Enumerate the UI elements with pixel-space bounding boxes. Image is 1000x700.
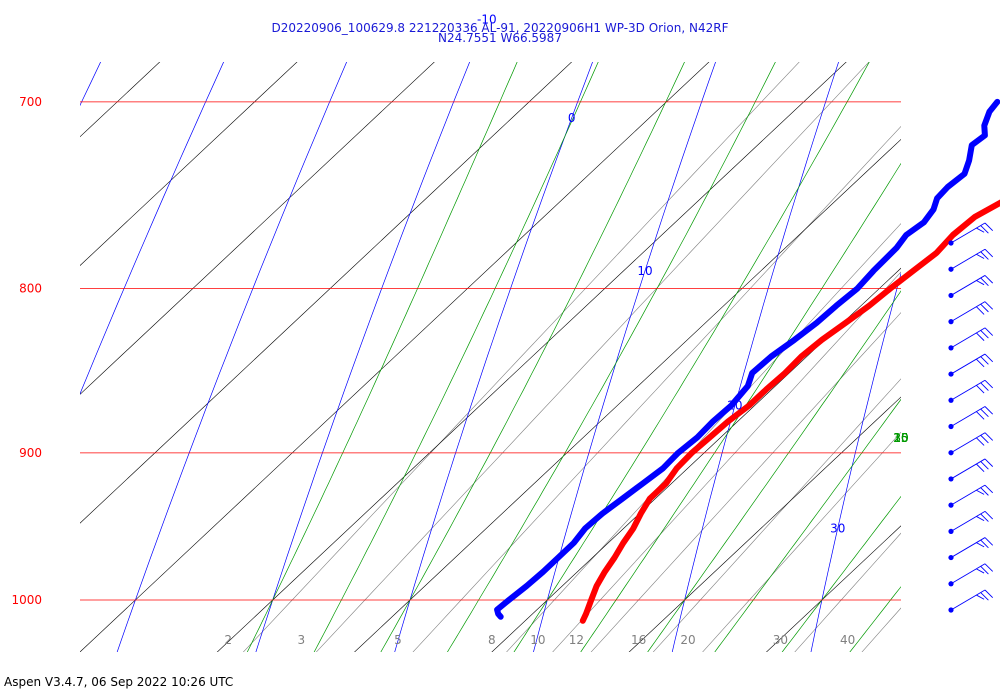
mixing-ratio-2: [242, 62, 800, 652]
moist-adiabat-lines: [246, 0, 1000, 700]
isotherm--10: [216, 62, 847, 652]
moist-adiabat-10: [513, 62, 870, 652]
dry-adiabat-30: [810, 272, 901, 652]
wind-barb-13: [948, 563, 994, 587]
isotherm--50: [80, 62, 298, 266]
mixing-ratio-5: [412, 125, 901, 652]
dry-adiabat--30: [80, 62, 225, 395]
dry-adiabat-0: [394, 62, 593, 652]
isotherm--40: [80, 62, 435, 395]
dry-adiabat-label-20: 20: [727, 399, 742, 413]
chart-location: N24.7551 W66.5987: [438, 31, 562, 45]
mixing-ratio-label-12: 12: [569, 633, 584, 647]
wind-barb-8: [948, 432, 994, 456]
pressure-label-700: 700: [19, 95, 42, 109]
mixing-ratio-8: [506, 223, 901, 652]
isotherm-40: [887, 0, 1000, 668]
mixing-ratio-12: [590, 312, 901, 652]
moist-adiabat--10: [246, 62, 518, 652]
moist-adiabat-label-35: 35: [893, 431, 908, 445]
isotherm-10: [491, 267, 901, 652]
moist-adiabat-5: [447, 62, 776, 652]
chart-labels: 60070080090010001020304050-1001020301015…: [11, 13, 908, 647]
isotherm-30: [766, 525, 901, 652]
moist-adiabat-35: [849, 586, 901, 652]
wind-barb-11: [948, 510, 994, 534]
moist-adiabat-25: [714, 398, 901, 652]
mixing-ratio-20: [702, 431, 901, 652]
isotherm-0: [354, 138, 901, 652]
dry-adiabat-10: [533, 62, 716, 652]
isobar-lines: [80, 101, 901, 601]
isotherm-lines: [80, 0, 1000, 668]
wind-barb-3: [948, 301, 994, 325]
moist-adiabat-15: [580, 162, 901, 652]
mixing-ratio-30: [794, 532, 901, 652]
isotherm--30: [80, 62, 573, 524]
wind-barb-14: [948, 589, 994, 613]
dry-adiabat--10: [255, 62, 471, 652]
pressure-label-800: 800: [19, 281, 42, 295]
wind-barb-column: [948, 222, 994, 613]
wind-barb-12: [948, 537, 994, 561]
isotherm-20: [628, 396, 901, 652]
dry-adiabat-label--10: -10: [477, 13, 497, 27]
mixing-ratio-40: [861, 607, 901, 652]
mixing-ratio-16: [652, 378, 901, 652]
mixing-ratio-label-3: 3: [297, 633, 305, 647]
wind-barb-5: [948, 353, 994, 377]
dry-adiabat-label-0: 0: [568, 111, 576, 125]
isotherm--60: [80, 62, 161, 138]
moist-adiabat-40: [874, 0, 1000, 700]
moist-adiabat-label-10: 10: [893, 431, 908, 445]
mixing-ratio-3: [315, 62, 870, 652]
mixing-ratio-label-2: 2: [224, 633, 232, 647]
mixing-ratio-label-30: 30: [773, 633, 788, 647]
sounding-profiles: [494, 98, 1000, 624]
moist-adiabat-30: [781, 495, 901, 652]
dry-adiabat-label-30: 30: [830, 521, 845, 535]
wind-barb-7: [948, 406, 994, 430]
moist-adiabat--5: [313, 62, 599, 652]
moist-adiabat-20: [647, 290, 901, 652]
mixing-ratio-label-40: 40: [840, 633, 855, 647]
wind-barb-4: [948, 327, 994, 351]
moist-adiabat-label-25: 25: [893, 431, 908, 445]
moist-adiabat-label-30: 30: [893, 431, 908, 445]
dry-adiabat-label-10: 10: [637, 264, 652, 278]
software-version-footer: Aspen V3.4.7, 06 Sep 2022 10:26 UTC: [4, 675, 234, 689]
chart-title: D20220906_100629.8 221220336 AL-91, 2022…: [271, 21, 729, 35]
pressure-label-900: 900: [19, 446, 42, 460]
moist-adiabat-label-20: 20: [893, 431, 908, 445]
isotherm--20: [80, 62, 710, 652]
mixing-ratio-label-16: 16: [631, 633, 646, 647]
pressure-label-1000: 1000: [11, 593, 42, 607]
mixing-ratio-label-20: 20: [680, 633, 695, 647]
temperature-profile: [579, 199, 1000, 624]
mixing-ratio-label-8: 8: [488, 633, 496, 647]
mixing-ratio-10: [552, 271, 901, 652]
dry-adiabat--20: [116, 62, 348, 652]
moist-adiabat-0: [380, 62, 685, 652]
wind-barb-1: [948, 248, 994, 272]
wind-barb-0: [948, 222, 994, 246]
wind-barb-9: [948, 458, 994, 482]
dewpoint-profile: [494, 98, 1000, 620]
mixing-ratio-label-10: 10: [530, 633, 545, 647]
wind-barb-2: [948, 275, 994, 299]
mixing-ratio-lines: [242, 62, 901, 652]
mixing-ratio-label-5: 5: [394, 633, 402, 647]
moist-adiabat-label-15: 15: [893, 431, 908, 445]
wind-barb-6: [948, 379, 994, 403]
wind-barb-10: [948, 484, 994, 508]
dry-adiabat-20: [671, 62, 839, 652]
